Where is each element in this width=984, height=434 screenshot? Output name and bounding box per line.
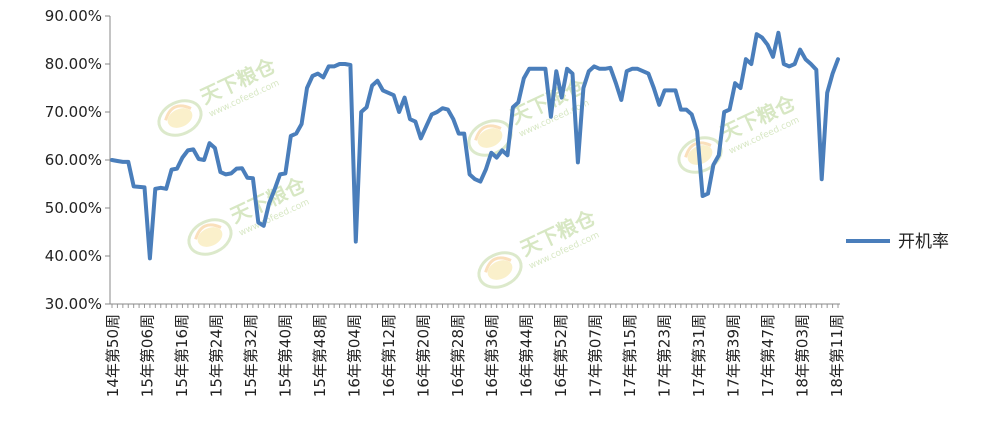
y-tick-label: 80.00% [45, 55, 102, 73]
y-tick-label: 50.00% [45, 199, 102, 217]
y-tick-label: 30.00% [45, 295, 102, 313]
y-axis: 90.00% 80.00% 70.00% 60.00% 50.00% 40.00% 30.0… [45, 7, 110, 313]
x-tick-label: 16年第04周 [345, 314, 363, 397]
x-tick-label: 16年第44周 [518, 314, 536, 397]
legend: 开机率 [846, 232, 949, 252]
y-tick-label: 70.00% [45, 103, 102, 121]
x-tick-label: 16年第36周 [483, 314, 501, 397]
plot-area: 90.00% 80.00% 70.00% 60.00% 50.00% 40.00% 30.0… [45, 7, 846, 397]
x-tick-label: 15年第16周 [173, 314, 191, 397]
series-group [110, 30, 840, 261]
x-tick-label: 15年第06周 [138, 314, 156, 397]
x-tick-label: 16年第20周 [414, 314, 432, 397]
series-line-0 [110, 30, 840, 261]
x-tick-label: 18年第03周 [794, 314, 812, 397]
y-tick-label: 40.00% [45, 247, 102, 265]
x-tick-label: 15年第40周 [276, 314, 294, 397]
x-tick-label: 18年第11周 [828, 314, 846, 397]
legend-label: 开机率 [898, 232, 949, 252]
x-tick-label: 17年第47周 [759, 314, 777, 397]
x-tick-label: 17年第23周 [656, 314, 674, 397]
x-tick-label: 17年第15周 [621, 314, 639, 397]
x-tick-label: 16年第28周 [449, 314, 467, 397]
y-tick-label: 60.00% [45, 151, 102, 169]
x-tick-label: 17年第39周 [725, 314, 743, 397]
x-tick-label: 17年第31周 [690, 314, 708, 397]
x-tick-label: 16年第12周 [380, 314, 398, 397]
x-tick-label: 16年第52周 [552, 314, 570, 397]
x-axis: 14年第50周 15年第06周 15年第16周 15年第24周 15年第32周 15年第4… [104, 304, 846, 397]
x-tick-label: 15年第32周 [242, 314, 260, 397]
x-tick-label: 15年第24周 [207, 314, 225, 397]
y-tick-label: 90.00% [45, 7, 102, 25]
x-tick-label: 17年第07周 [587, 314, 605, 397]
x-tick-label: 14年第50周 [104, 314, 122, 397]
x-tick-label: 15年第48周 [311, 314, 329, 397]
